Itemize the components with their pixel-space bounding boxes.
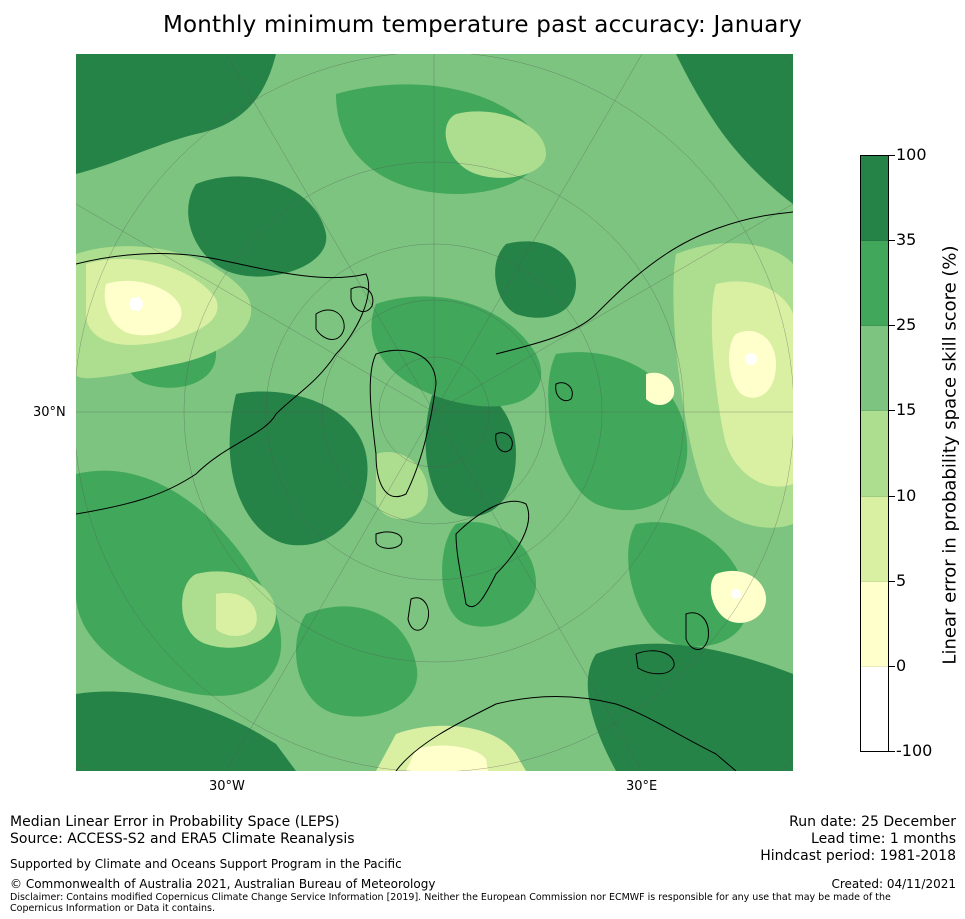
disclaimer-text: Disclaimer: Contains modified Copernicus… <box>10 892 891 914</box>
skill-map-svg <box>76 54 793 771</box>
colorbar-swatch <box>861 241 888 327</box>
colorbar-tick <box>889 325 895 327</box>
colorbar-tick <box>889 751 895 752</box>
source-text: Source: ACCESS-S2 and ERA5 Climate Reana… <box>10 831 355 847</box>
colorbar-tick <box>889 410 895 412</box>
support-text: Supported by Climate and Oceans Support … <box>10 857 402 871</box>
colorbar-tick <box>889 155 895 156</box>
colorbar-swatch <box>861 156 888 242</box>
colorbar-tick <box>889 240 895 242</box>
colorbar-tick-label: 10 <box>896 485 917 505</box>
colorbar-swatch <box>861 326 888 412</box>
lead-time-text: Lead time: 1 months <box>811 831 956 847</box>
coastlines <box>76 211 793 771</box>
skill-band-35-100 <box>76 54 793 771</box>
colorbar-tick <box>889 665 895 667</box>
footer-right: Run date: 25 December Lead time: 1 month… <box>760 814 956 865</box>
colorbar-swatch <box>861 581 888 667</box>
lon-label-30e: 30°E <box>626 779 658 794</box>
lat-label-30n: 30°N <box>33 405 66 420</box>
chart-title: Monthly minimum temperature past accurac… <box>162 12 803 38</box>
skill-band-neg <box>129 297 757 599</box>
run-date-text: Run date: 25 December <box>789 814 956 830</box>
hindcast-period-text: Hindcast period: 1981-2018 <box>760 848 956 864</box>
colorbar-tick <box>889 495 895 497</box>
colorbar-tick-label: 15 <box>896 400 917 420</box>
copyright-text: © Commonwealth of Australia 2021, Austra… <box>10 877 436 891</box>
colorbar-tick-label: 25 <box>896 315 917 335</box>
colorbar-tick-label: 100 <box>896 145 927 164</box>
colorbar-swatch <box>861 496 888 582</box>
colorbar-tick <box>889 580 895 582</box>
lon-label-30w: 30°W <box>209 779 245 794</box>
colorbar-label: Linear error in probability space skill … <box>939 245 961 665</box>
colorbar <box>860 155 889 752</box>
colorbar-tick-label: -100 <box>896 741 933 760</box>
graticule <box>76 54 793 771</box>
footer-left: Median Linear Error in Probability Space… <box>10 814 355 848</box>
colorbar-tick-label: 35 <box>896 230 917 250</box>
created-date-text: Created: 04/11/2021 <box>831 877 956 891</box>
colorbar-swatch <box>861 411 888 497</box>
colorbar-tick-label: 0 <box>896 655 907 675</box>
polar-map[interactable] <box>76 54 793 771</box>
colorbar-swatch <box>861 666 888 751</box>
method-text: Median Linear Error in Probability Space… <box>10 814 340 830</box>
colorbar-tick-label: 5 <box>896 570 907 590</box>
